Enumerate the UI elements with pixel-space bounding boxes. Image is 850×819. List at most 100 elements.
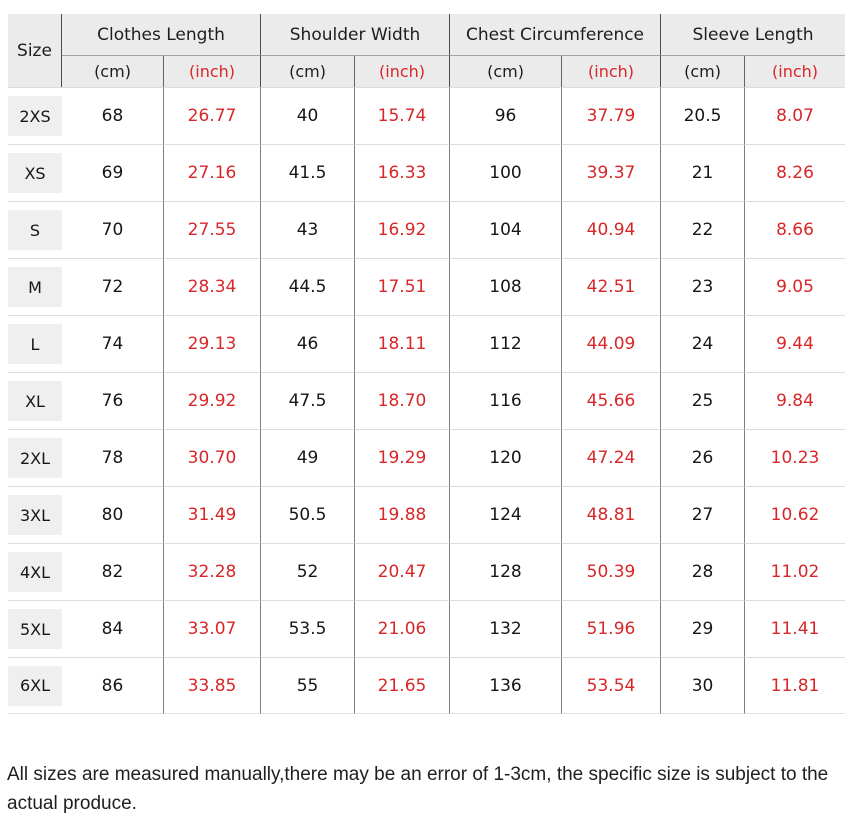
value-cm: 116 [449, 372, 562, 429]
size-chart-table: Size Clothes Length Shoulder Width Chest… [8, 14, 846, 714]
size-label: 2XS [8, 96, 62, 136]
value-cm: 112 [449, 315, 562, 372]
value-cm: 47.5 [260, 372, 355, 429]
value-inch: 16.33 [354, 144, 450, 201]
value-cm: 80 [62, 486, 163, 543]
value-inch: 37.79 [561, 87, 661, 144]
value-inch: 17.51 [354, 258, 450, 315]
table-row: 5XL 84 33.07 53.5 21.06 132 51.96 29 11.41 [8, 600, 846, 657]
table-row: 4XL 82 32.28 52 20.47 128 50.39 28 11.02 [8, 543, 846, 600]
value-cm: 23 [660, 258, 745, 315]
value-cm: 74 [62, 315, 163, 372]
value-cm: 49 [260, 429, 355, 486]
table-row: 2XS 68 26.77 40 15.74 96 37.79 20.5 8.07 [8, 87, 846, 144]
value-cm: 86 [62, 657, 163, 714]
table-row: M 72 28.34 44.5 17.51 108 42.51 23 9.05 [8, 258, 846, 315]
value-inch: 27.55 [163, 201, 261, 258]
value-cm: 128 [449, 543, 562, 600]
value-inch: 20.47 [354, 543, 450, 600]
value-inch: 28.34 [163, 258, 261, 315]
size-label-cell: 2XS [8, 87, 62, 144]
value-cm: 84 [62, 600, 163, 657]
value-inch: 8.26 [744, 144, 846, 201]
value-inch: 11.41 [744, 600, 846, 657]
table-row: XL 76 29.92 47.5 18.70 116 45.66 25 9.84 [8, 372, 846, 429]
value-cm: 69 [62, 144, 163, 201]
size-label-cell: 5XL [8, 600, 62, 657]
value-cm: 72 [62, 258, 163, 315]
size-label: 4XL [8, 552, 62, 592]
column-header-sleeve-length: Sleeve Length [660, 14, 846, 56]
column-header-clothes-length: Clothes Length [62, 14, 261, 56]
value-inch: 31.49 [163, 486, 261, 543]
value-cm: 132 [449, 600, 562, 657]
unit-header-inch: (inch) [163, 56, 261, 87]
value-inch: 8.07 [744, 87, 846, 144]
size-label-cell: 3XL [8, 486, 62, 543]
value-cm: 44.5 [260, 258, 355, 315]
value-cm: 21 [660, 144, 745, 201]
value-cm: 55 [260, 657, 355, 714]
value-cm: 46 [260, 315, 355, 372]
size-chart: Size Clothes Length Shoulder Width Chest… [8, 14, 846, 714]
size-label: 3XL [8, 495, 62, 535]
size-label: 5XL [8, 609, 62, 649]
value-inch: 33.85 [163, 657, 261, 714]
value-inch: 21.06 [354, 600, 450, 657]
value-cm: 24 [660, 315, 745, 372]
value-inch: 47.24 [561, 429, 661, 486]
measurement-disclaimer: All sizes are measured manually,there ma… [7, 764, 829, 815]
table-row: L 74 29.13 46 18.11 112 44.09 24 9.44 [8, 315, 846, 372]
value-cm: 136 [449, 657, 562, 714]
value-cm: 78 [62, 429, 163, 486]
size-label: M [8, 267, 62, 307]
size-label: 6XL [8, 665, 62, 706]
value-inch: 11.81 [744, 657, 846, 714]
value-cm: 70 [62, 201, 163, 258]
value-inch: 30.70 [163, 429, 261, 486]
value-cm: 108 [449, 258, 562, 315]
value-cm: 96 [449, 87, 562, 144]
value-inch: 32.28 [163, 543, 261, 600]
unit-header-cm: (cm) [660, 56, 745, 87]
column-header-shoulder-width: Shoulder Width [260, 14, 450, 56]
value-inch: 53.54 [561, 657, 661, 714]
size-label-cell: 4XL [8, 543, 62, 600]
unit-header-cm: (cm) [260, 56, 355, 87]
value-inch: 18.11 [354, 315, 450, 372]
value-inch: 51.96 [561, 600, 661, 657]
value-cm: 120 [449, 429, 562, 486]
value-cm: 100 [449, 144, 562, 201]
value-cm: 82 [62, 543, 163, 600]
value-cm: 50.5 [260, 486, 355, 543]
value-inch: 33.07 [163, 600, 261, 657]
size-label-cell: XS [8, 144, 62, 201]
value-cm: 26 [660, 429, 745, 486]
value-inch: 11.02 [744, 543, 846, 600]
value-cm: 30 [660, 657, 745, 714]
unit-header-cm: (cm) [62, 56, 163, 87]
value-inch: 40.94 [561, 201, 661, 258]
value-cm: 68 [62, 87, 163, 144]
value-cm: 40 [260, 87, 355, 144]
group-header-row: Size Clothes Length Shoulder Width Chest… [8, 14, 846, 87]
value-cm: 53.5 [260, 600, 355, 657]
value-inch: 9.05 [744, 258, 846, 315]
size-label: 2XL [8, 438, 62, 478]
value-inch: 15.74 [354, 87, 450, 144]
unit-header-inch: (inch) [561, 56, 661, 87]
size-label: XL [8, 381, 62, 421]
value-inch: 50.39 [561, 543, 661, 600]
column-header-size: Size [8, 14, 62, 87]
column-header-chest-circumference: Chest Circumference [449, 14, 661, 56]
size-label-cell: XL [8, 372, 62, 429]
value-inch: 29.92 [163, 372, 261, 429]
value-inch: 10.23 [744, 429, 846, 486]
value-inch: 44.09 [561, 315, 661, 372]
value-inch: 19.88 [354, 486, 450, 543]
value-inch: 48.81 [561, 486, 661, 543]
value-inch: 9.84 [744, 372, 846, 429]
size-label: S [8, 210, 62, 250]
size-label-cell: 2XL [8, 429, 62, 486]
value-inch: 8.66 [744, 201, 846, 258]
